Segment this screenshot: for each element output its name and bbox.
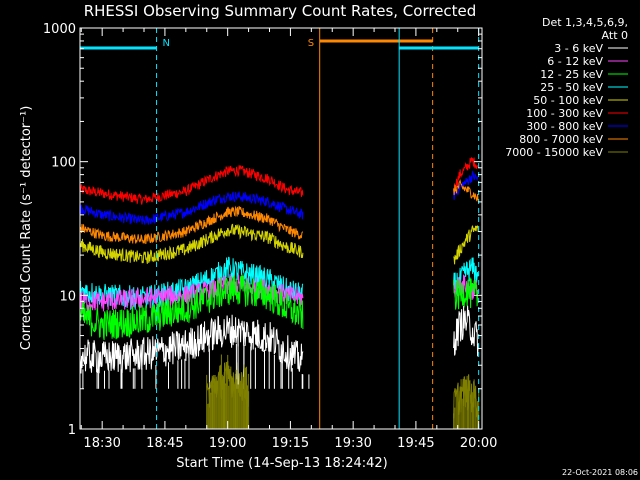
marker-label: S xyxy=(308,38,314,49)
marker-0: N xyxy=(80,28,170,429)
series-3 xyxy=(79,223,479,265)
legend-entry-label: 100 - 300 keV xyxy=(526,107,603,120)
series-2-segment-1 xyxy=(453,179,479,202)
x-tick-label: 18:45 xyxy=(146,436,183,451)
legend-entry-label: 25 - 50 keV xyxy=(540,81,603,94)
legend-header-line: Att 0 xyxy=(602,29,628,42)
x-tick-label: 18:30 xyxy=(83,436,120,451)
x-tick-label: 19:45 xyxy=(397,436,434,451)
series-6-segment-0 xyxy=(79,274,304,341)
series-6 xyxy=(79,274,479,341)
series-3-segment-0 xyxy=(79,223,304,264)
legend-entry-label: 300 - 800 keV xyxy=(526,120,603,133)
series-0 xyxy=(79,156,479,205)
y-tick-label: 1 xyxy=(68,423,76,438)
y-axis-label: Corrected Count Rate (s⁻¹ detector⁻¹) xyxy=(19,106,34,351)
legend-entry-label: 800 - 7000 keV xyxy=(519,133,603,146)
series-1 xyxy=(79,170,479,225)
plot-frame xyxy=(79,27,483,430)
x-tick-label: 19:30 xyxy=(334,436,371,451)
series-2 xyxy=(79,179,479,245)
y-tick-label: 100 xyxy=(51,156,76,171)
legend-entry-label: 50 - 100 keV xyxy=(533,94,603,107)
x-axis-label: Start Time (14-Sep-13 18:24:42) xyxy=(176,456,387,471)
y-axis: 1 10 100 1000 xyxy=(43,22,482,438)
footer-timestamp: 22-Oct-2021 08:06 xyxy=(562,468,638,477)
marker-1: S xyxy=(308,28,434,429)
legend-header-line: Det 1,3,4,5,6,9, xyxy=(542,16,628,29)
series-3-segment-1 xyxy=(453,225,479,265)
series-7-segment-1 xyxy=(453,305,479,357)
series-7 xyxy=(79,305,479,374)
x-axis: 18:30 18:45 19:00 19:15 19:30 19:45 20:00 xyxy=(80,28,497,451)
legend-entry-label: 6 - 12 keV xyxy=(547,55,603,68)
series-0-segment-1 xyxy=(453,156,479,193)
series-0-segment-0 xyxy=(79,165,304,205)
series-2-segment-0 xyxy=(79,205,304,245)
x-tick-label: 19:00 xyxy=(209,436,246,451)
series-olive-bars xyxy=(206,354,480,429)
y-tick-label: 1000 xyxy=(43,22,76,37)
chart-title: RHESSI Observing Summary Count Rates, Co… xyxy=(84,2,477,20)
marker-label: N xyxy=(163,38,170,49)
x-tick-label: 20:00 xyxy=(460,436,497,451)
marker-2 xyxy=(398,28,480,429)
legend-entry-label: 3 - 6 keV xyxy=(554,42,603,55)
series-7-segment-0 xyxy=(79,314,304,374)
y-tick-label: 10 xyxy=(59,289,76,304)
series-6-segment-1 xyxy=(453,277,479,310)
series-1-segment-1 xyxy=(453,170,479,200)
series-1-segment-0 xyxy=(79,191,304,225)
legend-entry-label: 7000 - 15000 keV xyxy=(505,146,603,159)
legend-entry-label: 12 - 25 keV xyxy=(540,68,603,81)
x-tick-label: 19:15 xyxy=(272,436,309,451)
